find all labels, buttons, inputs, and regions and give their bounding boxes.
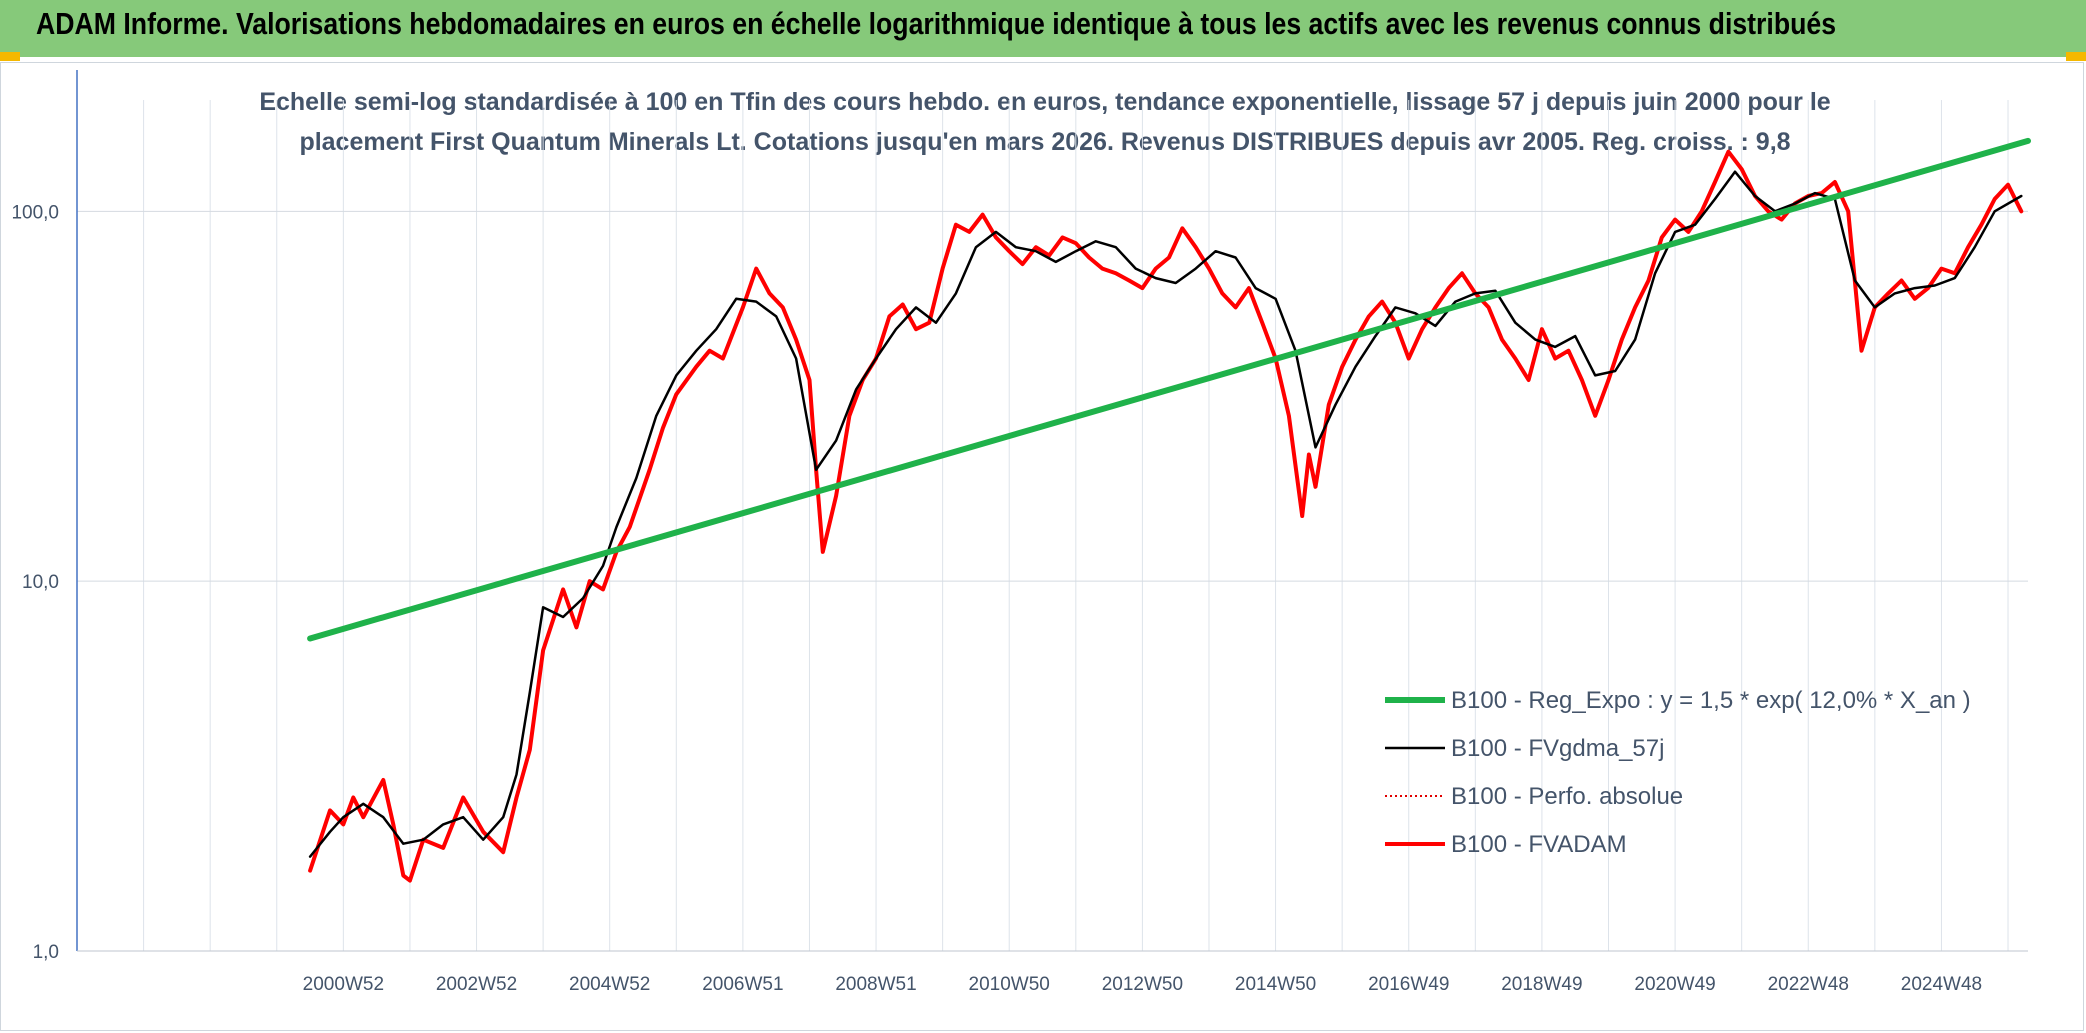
y-tick-label-2: 100,0 [11,202,59,223]
corner-mark-right [2066,52,2086,61]
chart-frame [0,62,2084,1031]
x-tick-label-8: 2016W49 [1368,974,1449,995]
x-tick-label-11: 2022W48 [1768,974,1849,995]
x-tick-label-3: 2006W51 [702,974,783,995]
series-line-0 [307,137,2031,642]
chart-title-line-1: Echelle semi-log standardisée à 100 en T… [259,88,1831,116]
legend-label-1: B100 - FVgdma_57j [1451,735,1664,762]
legend-label-0: B100 - Reg_Expo : y = 1,5 * exp( 12,0% *… [1451,687,1971,714]
x-tick-label-7: 2014W50 [1235,974,1316,995]
y-tick-label-0: 1,0 [33,942,59,963]
banner-title: ADAM Informe. Valorisations hebdomadaire… [36,6,1837,41]
series-line-3 [308,149,2024,883]
x-tick-label-10: 2020W49 [1634,974,1715,995]
legend-label-3: B100 - FVADAM [1451,831,1627,858]
x-tick-label-1: 2002W52 [436,974,517,995]
corner-mark-left [0,52,20,61]
x-tick-label-0: 2000W52 [303,974,384,995]
legend-label-2: B100 - Perfo. absolue [1451,783,1683,810]
x-tick-label-4: 2008W51 [835,974,916,995]
x-tick-label-12: 2024W48 [1901,974,1982,995]
x-tick-label-6: 2012W50 [1102,974,1183,995]
x-tick-label-9: 2018W49 [1501,974,1582,995]
y-tick-label-1: 10,0 [22,572,59,593]
series-line-1 [308,170,2023,858]
x-tick-label-5: 2010W50 [969,974,1050,995]
x-tick-label-2: 2004W52 [569,974,650,995]
banner: ADAM Informe. Valorisations hebdomadaire… [0,0,2086,57]
